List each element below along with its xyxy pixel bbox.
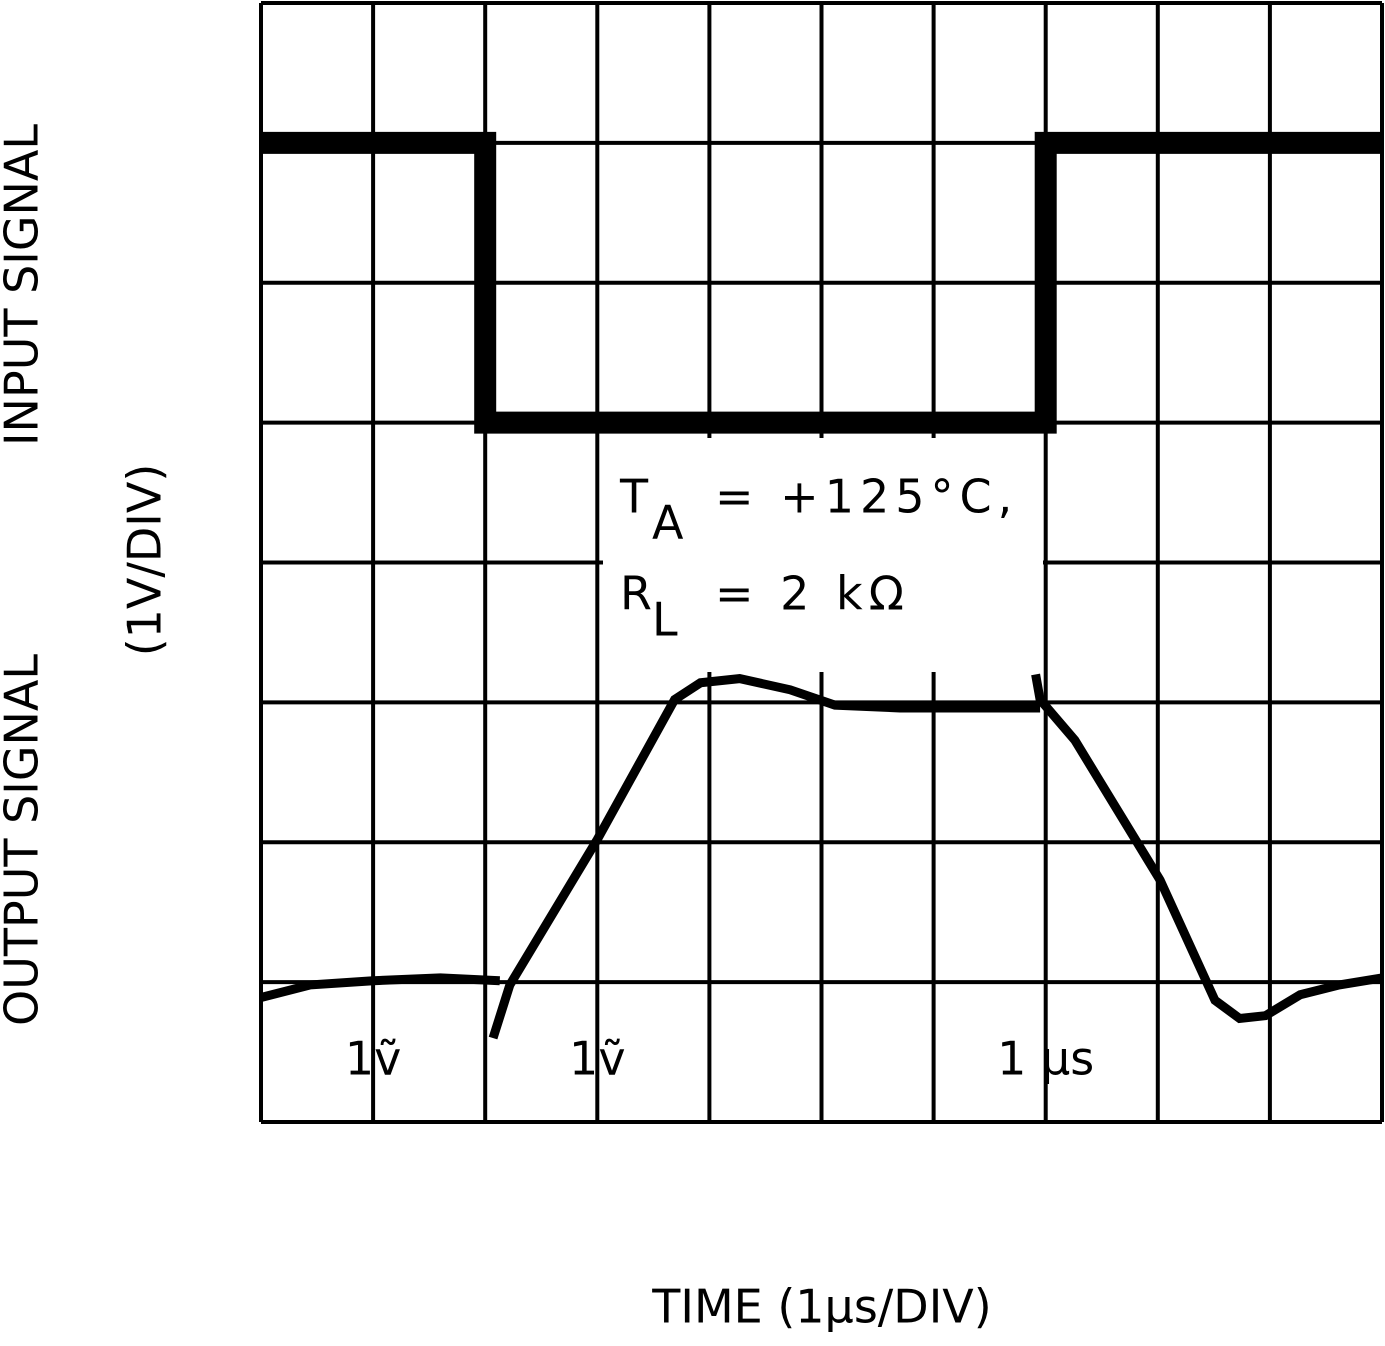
condition-symbol: R <box>620 567 652 621</box>
scale-label: 1ṽ <box>345 1032 402 1086</box>
annotation-background <box>603 438 1043 672</box>
condition-subscript: L <box>652 593 678 647</box>
y-label-output: OUTPUT SIGNAL <box>0 654 49 1026</box>
scale-label: 1 µs <box>997 1032 1094 1086</box>
signal-line <box>259 673 1383 1040</box>
signal-line <box>261 131 1382 434</box>
condition-symbol: T <box>619 470 649 524</box>
y-axis-unit: (1V/DIV) <box>118 464 172 657</box>
condition-subscript: A <box>652 496 684 550</box>
scale-label: 1ṽ <box>569 1032 626 1086</box>
y-label-input: INPUT SIGNAL <box>0 124 49 446</box>
x-axis-label: TIME (1µs/DIV) <box>651 1280 991 1334</box>
condition-text: = 2 kΩ <box>715 567 910 621</box>
condition-text: = +125°C, <box>715 470 1018 524</box>
